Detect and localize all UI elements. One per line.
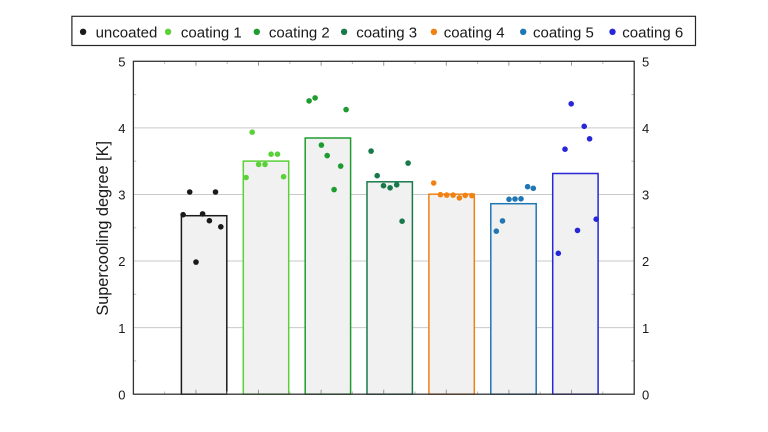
svg-text:coating 2: coating 2: [269, 25, 330, 42]
svg-text:1: 1: [642, 321, 649, 336]
svg-text:coating 6: coating 6: [622, 25, 683, 42]
svg-text:1: 1: [118, 321, 125, 336]
svg-text:0: 0: [118, 387, 125, 402]
svg-text:coating 4: coating 4: [444, 25, 505, 42]
svg-text:5: 5: [118, 55, 125, 70]
svg-text:3: 3: [642, 188, 649, 203]
svg-text:3: 3: [118, 188, 125, 203]
svg-text:coating 5: coating 5: [533, 25, 594, 42]
svg-text:2: 2: [642, 254, 649, 269]
svg-text:0: 0: [642, 387, 649, 402]
svg-text:Supercooling degree [K]: Supercooling degree [K]: [94, 141, 112, 316]
svg-text:coating 3: coating 3: [356, 25, 417, 42]
svg-text:5: 5: [642, 55, 649, 70]
svg-text:2: 2: [118, 254, 125, 269]
svg-text:4: 4: [118, 121, 125, 136]
svg-text:uncoated: uncoated: [96, 25, 158, 42]
svg-text:coating 1: coating 1: [181, 25, 242, 42]
svg-text:4: 4: [642, 121, 649, 136]
